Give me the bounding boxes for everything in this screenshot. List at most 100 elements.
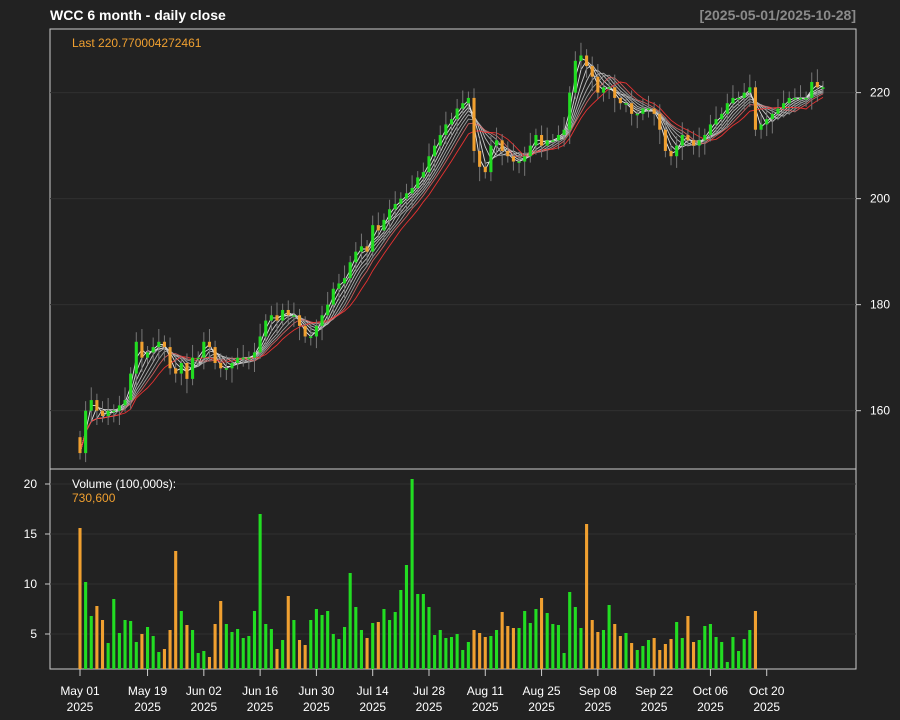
volume-bar [635,650,639,669]
volume-bar [433,635,437,669]
candle-body [585,55,589,67]
volume-bar [590,620,594,669]
candle-body [354,251,358,263]
volume-bar [601,630,606,669]
candle-body [78,437,82,454]
date-tick-label: Sep 08 [579,684,617,698]
candle-body [433,145,437,157]
candle-body [376,225,380,231]
volume-bar [269,629,273,669]
volume-bar [179,611,183,669]
candle-body [145,352,150,358]
volume-bar [697,640,701,669]
volume-bar [123,620,127,669]
volume-bar [388,620,392,669]
volume-bar [252,611,257,669]
candle-body [371,225,375,252]
candle-body [455,108,459,120]
volume-bar [281,640,285,669]
volume-bar [230,632,234,669]
candle-body [551,140,555,142]
candle-body [207,341,212,348]
volume-bar [607,605,611,669]
candle-body [708,124,712,136]
candle-body [123,400,127,406]
date-tick-label: May 01 [60,684,100,698]
last-price-label: Last 220.770004272461 [72,36,202,50]
candle-body [663,129,667,151]
volume-bar [500,612,504,669]
candle-body [680,135,684,146]
candle-body [314,325,318,337]
volume-bar [236,629,240,669]
volume-bar [416,594,420,669]
candlesticks [78,42,825,463]
candle-body [275,315,279,321]
volume-bar [320,615,324,669]
volume-bar [264,624,268,669]
volume-bar [534,609,538,669]
volume-tick-label: 5 [30,627,37,641]
date-tick-label: Oct 20 [749,684,785,698]
date-tick-label: Jul 14 [357,684,389,698]
candle-body [449,119,454,125]
date-tick-year: 2025 [528,700,555,714]
date-axis: May 01 2025 May 19 2025 Jun 02 2025 Jun 16 2025… [60,669,785,714]
volume-bar [517,628,521,669]
chart-title: WCC 6 month - daily close [50,7,226,23]
volume-bar [129,621,133,669]
volume-bar [117,633,121,669]
candle-body [466,97,470,104]
candle-body [590,66,594,77]
candle-body [174,368,178,374]
volume-bar [326,611,330,669]
volume-bar [275,649,279,669]
candle-body [669,150,673,157]
candle-body [444,124,448,136]
volume-bar [641,646,645,669]
candle-body [297,315,302,326]
candle-body [348,262,352,279]
date-tick-year: 2025 [190,700,217,714]
volume-bar [247,636,251,669]
candle-body [320,315,324,326]
candle-body [652,108,656,114]
volume-bar [596,632,600,669]
volume-axis: 5 10 15 20 [24,477,50,641]
volume-bar [84,582,88,669]
volume-bar [303,645,307,669]
volume-bar [207,657,212,669]
candle-body [404,193,409,199]
candle-body [427,156,431,173]
price-panel-frame [49,28,857,470]
volume-bar [737,651,741,669]
volume-bar [568,592,572,669]
volume-bar [185,625,189,669]
price-axis: 160 180 200 220 [856,86,890,418]
volume-bar [753,611,758,669]
volume-bar [241,638,245,669]
volume-bar [202,651,206,669]
date-tick-year: 2025 [67,700,94,714]
candle-body [117,405,121,411]
volume-bar [95,606,99,669]
date-tick-year: 2025 [697,700,724,714]
candle-body [753,87,758,130]
volume-bar [663,644,667,669]
volume-bar [489,636,493,669]
volume-bar [461,650,465,669]
volume-bar [562,653,566,669]
candle-body [540,135,544,146]
candle-body [489,145,493,173]
volume-tick-label: 10 [24,577,38,591]
volume-bar [382,609,386,669]
volume-bar [703,626,707,669]
volume-bar [494,630,499,669]
date-tick-label: May 19 [128,684,168,698]
date-tick-label: Oct 06 [693,684,729,698]
candle-body [252,352,257,358]
date-tick-label: Jul 28 [413,684,445,698]
volume-bar [630,643,634,669]
volume-bar [112,599,116,669]
